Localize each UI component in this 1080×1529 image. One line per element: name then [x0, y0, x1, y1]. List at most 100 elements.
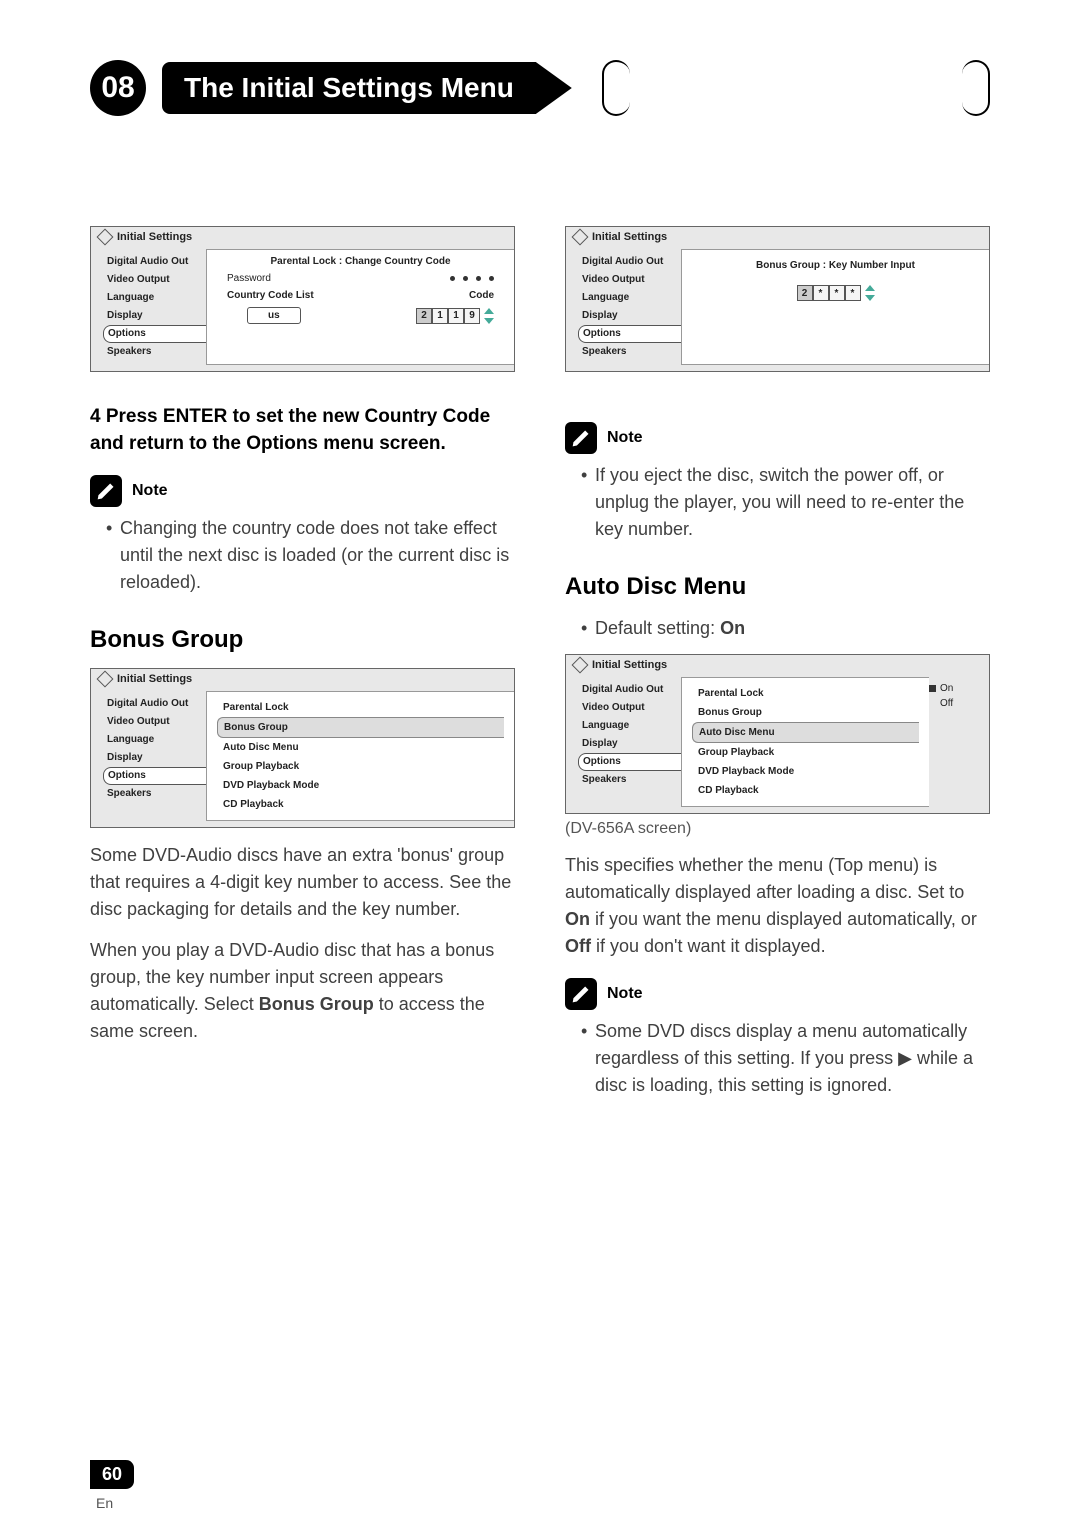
settings-menu: Digital Audio Out Video Output Language …	[91, 689, 206, 827]
right-column: Initial Settings Digital Audio Out Video…	[565, 226, 990, 1105]
password-label: Password	[227, 273, 271, 284]
menu-item: Video Output	[103, 713, 206, 731]
screen-auto-disc: Initial Settings Digital Audio Out Video…	[565, 654, 990, 814]
menu-item-selected: Options	[578, 325, 681, 343]
menu-item: Video Output	[578, 699, 681, 717]
digit: 2	[797, 285, 813, 301]
option-row: Group Playback	[217, 757, 504, 776]
diamond-icon	[97, 229, 114, 246]
body-text: When you play a DVD-Audio disc that has …	[90, 937, 515, 1045]
digit: 1	[448, 308, 464, 324]
settings-menu: Digital Audio Out Video Output Language …	[566, 247, 681, 371]
menu-item-selected: Options	[103, 767, 206, 785]
screen-bonus-group: Initial Settings Digital Audio Out Video…	[90, 668, 515, 828]
cc-list-label: Country Code List	[227, 290, 314, 301]
page-lang: En	[96, 1495, 113, 1511]
chapter-title: The Initial Settings Menu	[162, 62, 536, 114]
settings-menu: Digital Audio Out Video Output Language …	[91, 247, 206, 371]
option-row: Auto Disc Menu	[217, 738, 504, 757]
option-row-selected: Auto Disc Menu	[692, 722, 919, 743]
note-label: Note	[607, 429, 643, 447]
menu-item: Digital Audio Out	[578, 253, 681, 271]
settings-content: Bonus Group : Key Number Input 2 * * *	[681, 249, 989, 365]
content-title: Bonus Group : Key Number Input	[692, 260, 979, 271]
note-label: Note	[607, 985, 643, 1003]
option-row: CD Playback	[692, 781, 919, 800]
diamond-icon	[572, 229, 589, 246]
code-digits: 2 1 1 9	[416, 308, 480, 324]
note-text: Some DVD discs display a menu automatica…	[581, 1018, 990, 1099]
settings-title: Initial Settings	[117, 673, 192, 685]
arrows-icon	[484, 308, 494, 324]
menu-item: Language	[578, 717, 681, 735]
digit: *	[845, 285, 861, 301]
default-setting: Default setting: On	[581, 615, 990, 642]
step-heading: 4 Press ENTER to set the new Country Cod…	[90, 404, 515, 457]
screen-country-code: Initial Settings Digital Audio Out Video…	[90, 226, 515, 372]
option-row: Parental Lock	[692, 684, 919, 703]
note-header: Note	[90, 475, 515, 507]
menu-item-selected: Options	[103, 325, 206, 343]
content-title: Parental Lock : Change Country Code	[217, 256, 504, 267]
key-digits: 2 * * *	[797, 285, 861, 301]
menu-item: Display	[578, 735, 681, 753]
menu-item: Video Output	[103, 271, 206, 289]
screen-key-number: Initial Settings Digital Audio Out Video…	[565, 226, 990, 372]
note-text: Changing the country code does not take …	[106, 515, 515, 596]
paren-open	[602, 60, 630, 116]
digit: 1	[432, 308, 448, 324]
settings-content: Parental Lock Bonus Group Auto Disc Menu…	[206, 691, 514, 821]
bonus-group-heading: Bonus Group	[90, 626, 515, 654]
cc-value: us	[247, 307, 301, 324]
menu-item-selected: Options	[578, 753, 681, 771]
settings-title: Initial Settings	[592, 231, 667, 243]
auto-disc-heading: Auto Disc Menu	[565, 573, 990, 601]
menu-item: Speakers	[103, 343, 206, 361]
menu-item: Speakers	[578, 343, 681, 361]
menu-item: Language	[103, 731, 206, 749]
option-row: Group Playback	[692, 743, 919, 762]
option-row: Parental Lock	[217, 698, 504, 717]
option-row: DVD Playback Mode	[217, 776, 504, 795]
body-text: This specifies whether the menu (Top men…	[565, 852, 990, 960]
menu-item: Display	[578, 307, 681, 325]
settings-menu: Digital Audio Out Video Output Language …	[566, 675, 681, 813]
page-number: 60	[90, 1460, 134, 1489]
settings-content: Parental Lock Bonus Group Auto Disc Menu…	[681, 677, 929, 807]
settings-title: Initial Settings	[592, 659, 667, 671]
diamond-icon	[572, 657, 589, 674]
option-row: CD Playback	[217, 795, 504, 814]
body-text: Some DVD-Audio discs have an extra 'bonu…	[90, 842, 515, 923]
menu-item: Digital Audio Out	[103, 253, 206, 271]
onoff-column: On Off	[929, 675, 989, 813]
left-column: Initial Settings Digital Audio Out Video…	[90, 226, 515, 1105]
note-icon	[90, 475, 122, 507]
menu-item: Language	[103, 289, 206, 307]
password-dots	[450, 276, 494, 281]
square-icon	[929, 685, 936, 692]
menu-item: Digital Audio Out	[578, 681, 681, 699]
settings-title: Initial Settings	[117, 231, 192, 243]
digit: 9	[464, 308, 480, 324]
option-row: Bonus Group	[692, 703, 919, 722]
option-row-selected: Bonus Group	[217, 717, 504, 738]
arrows-icon	[865, 285, 875, 301]
menu-item: Language	[578, 289, 681, 307]
menu-item: Display	[103, 749, 206, 767]
digit: *	[829, 285, 845, 301]
menu-item: Speakers	[578, 771, 681, 789]
note-header: Note	[565, 978, 990, 1010]
note-header: Note	[565, 422, 990, 454]
menu-item: Speakers	[103, 785, 206, 803]
note-icon	[565, 422, 597, 454]
digit: *	[813, 285, 829, 301]
digit: 2	[416, 308, 432, 324]
menu-item: Digital Audio Out	[103, 695, 206, 713]
menu-item: Video Output	[578, 271, 681, 289]
menu-item: Display	[103, 307, 206, 325]
chapter-badge: 08	[90, 60, 146, 116]
code-label: Code	[469, 290, 494, 301]
settings-content: Parental Lock : Change Country Code Pass…	[206, 249, 514, 365]
off-row: Off	[929, 696, 989, 711]
option-row: DVD Playback Mode	[692, 762, 919, 781]
